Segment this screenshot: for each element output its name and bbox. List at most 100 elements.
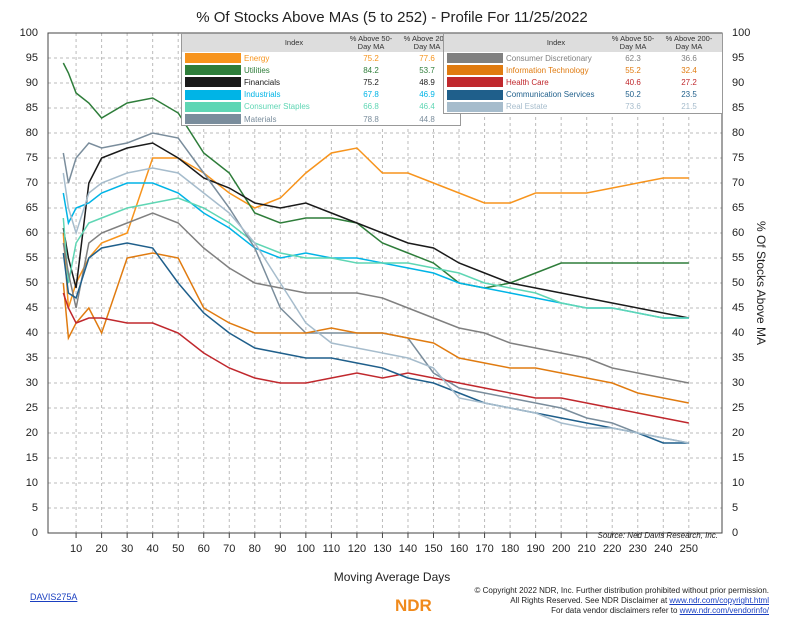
x-tick-label: 240 bbox=[654, 543, 672, 555]
y-tick-label: 85 bbox=[26, 102, 38, 114]
table-value: 67.8 bbox=[363, 90, 379, 100]
x-tick-label: 60 bbox=[198, 543, 210, 555]
legend-label: Consumer Discretionary bbox=[506, 53, 592, 63]
y2-tick-label: 50 bbox=[732, 277, 744, 289]
y2-tick-label: 65 bbox=[732, 202, 744, 214]
x-tick-label: 20 bbox=[95, 543, 107, 555]
legend-row: Communication Services 50.2 23.5 bbox=[444, 89, 722, 101]
x-tick-label: 130 bbox=[373, 543, 391, 555]
legend-swatch bbox=[185, 101, 241, 112]
legend-swatch bbox=[185, 65, 241, 76]
x-tick-label: 80 bbox=[249, 543, 261, 555]
y2-tick-label: 10 bbox=[732, 477, 744, 489]
table-value: 50.2 bbox=[625, 90, 641, 100]
legend-row: Consumer Staples 66.8 46.4 bbox=[182, 101, 460, 113]
table-header-cell: % Above 50-Day MA bbox=[349, 34, 393, 51]
legend-row: Information Technology 55.2 32.4 bbox=[444, 64, 722, 76]
x-tick-label: 120 bbox=[348, 543, 366, 555]
vendor-link[interactable]: www.ndr.com/vendorinfo/ bbox=[679, 606, 769, 615]
y-tick-label: 30 bbox=[26, 377, 38, 389]
y2-tick-label: 85 bbox=[732, 102, 744, 114]
legend-label: Communication Services bbox=[506, 90, 595, 100]
series-line bbox=[62, 292, 689, 424]
y2-tick-label: 100 bbox=[732, 27, 750, 39]
y2-tick-label: 80 bbox=[732, 127, 744, 139]
y2-tick-label: 45 bbox=[732, 302, 744, 314]
series-line bbox=[62, 142, 689, 319]
legend-swatch bbox=[185, 77, 241, 88]
series-line bbox=[62, 167, 689, 444]
y2-tick-label: 20 bbox=[732, 427, 744, 439]
legend-label: Energy bbox=[244, 53, 270, 63]
y2-tick-label: 90 bbox=[732, 77, 744, 89]
y2-tick-label: 0 bbox=[732, 527, 738, 539]
y-tick-label: 65 bbox=[26, 202, 38, 214]
series-line bbox=[62, 62, 689, 289]
legend-row: Consumer Discretionary 62.3 36.6 bbox=[444, 52, 722, 64]
table-header-cell: % Above 200-Day MA bbox=[403, 34, 451, 51]
table-value: 62.3 bbox=[625, 53, 641, 63]
y-tick-label: 55 bbox=[26, 252, 38, 264]
table-value: 66.8 bbox=[363, 102, 379, 112]
chart-code[interactable]: DAVIS275A bbox=[30, 592, 78, 602]
legend-table: Index % Above 50-Day MA % Above 200-Day MA… bbox=[181, 33, 461, 127]
y-tick-label: 25 bbox=[26, 402, 38, 414]
y-tick-label: 95 bbox=[26, 52, 38, 64]
y2-tick-label: 55 bbox=[732, 252, 744, 264]
table-value: 77.6 bbox=[419, 53, 435, 63]
y-tick-label: 0 bbox=[32, 527, 38, 539]
rights-line: All Rights Reserved. See NDR Disclaimer … bbox=[475, 596, 769, 606]
x-tick-label: 50 bbox=[172, 543, 184, 555]
y-tick-label: 40 bbox=[26, 327, 38, 339]
table-value: 78.8 bbox=[363, 114, 379, 124]
table-value: 32.4 bbox=[681, 65, 697, 75]
logo: NDR bbox=[395, 596, 432, 615]
legend-row: Energy 75.2 77.6 bbox=[182, 52, 460, 64]
legend-swatch bbox=[185, 89, 241, 100]
x-tick-label: 210 bbox=[578, 543, 596, 555]
y-tick-label: 80 bbox=[26, 127, 38, 139]
footer: © Copyright 2022 NDR, Inc. Further distr… bbox=[475, 586, 769, 616]
y2-tick-label: 70 bbox=[732, 177, 744, 189]
rights-link[interactable]: www.ndr.com/copyright.html bbox=[669, 596, 769, 605]
table-value: 53.7 bbox=[419, 65, 435, 75]
series-line bbox=[62, 242, 689, 444]
y-tick-label: 50 bbox=[26, 277, 38, 289]
x-tick-label: 90 bbox=[274, 543, 286, 555]
x-tick-label: 160 bbox=[450, 543, 468, 555]
vendor: For data vendor disclaimers refer to bbox=[551, 606, 680, 615]
y2-tick-label: 40 bbox=[732, 327, 744, 339]
table-value: 44.8 bbox=[419, 114, 435, 124]
x-tick-label: 200 bbox=[552, 543, 570, 555]
table-value: 27.2 bbox=[681, 77, 697, 87]
legend-row: Utilities 84.2 53.7 bbox=[182, 64, 460, 76]
legend-label: Health Care bbox=[506, 77, 549, 87]
table-header: Index % Above 50-Day MA % Above 200-Day MA bbox=[444, 34, 722, 52]
copyright: © Copyright 2022 NDR, Inc. Further distr… bbox=[474, 586, 769, 595]
x-tick-label: 10 bbox=[70, 543, 82, 555]
legend-row: Health Care 40.6 27.2 bbox=[444, 76, 722, 88]
y-axis-label: % Of Stocks Above MA bbox=[754, 221, 768, 345]
legend-swatch bbox=[447, 101, 503, 112]
table-value: 23.5 bbox=[681, 90, 697, 100]
x-axis-label: Moving Average Days bbox=[334, 570, 451, 584]
legend-row: Materials 78.8 44.8 bbox=[182, 113, 460, 125]
y2-tick-label: 75 bbox=[732, 152, 744, 164]
source: Source: Ned Davis Research, Inc. bbox=[598, 531, 719, 540]
y2-tick-label: 30 bbox=[732, 377, 744, 389]
y2-tick-label: 5 bbox=[732, 502, 738, 514]
y-tick-label: 90 bbox=[26, 77, 38, 89]
legend-swatch bbox=[447, 53, 503, 64]
chart-title: % Of Stocks Above MAs (5 to 252) - Profi… bbox=[196, 9, 588, 26]
legend-swatch bbox=[185, 114, 241, 125]
table-value: 40.6 bbox=[625, 77, 641, 87]
legend-label: Utilities bbox=[244, 65, 270, 75]
series-line bbox=[62, 252, 689, 404]
y-tick-label: 45 bbox=[26, 302, 38, 314]
table-value: 46.4 bbox=[419, 102, 435, 112]
y-tick-label: 100 bbox=[20, 27, 38, 39]
vendor-line: For data vendor disclaimers refer to www… bbox=[475, 606, 769, 616]
x-tick-label: 30 bbox=[121, 543, 133, 555]
y-tick-label: 35 bbox=[26, 352, 38, 364]
